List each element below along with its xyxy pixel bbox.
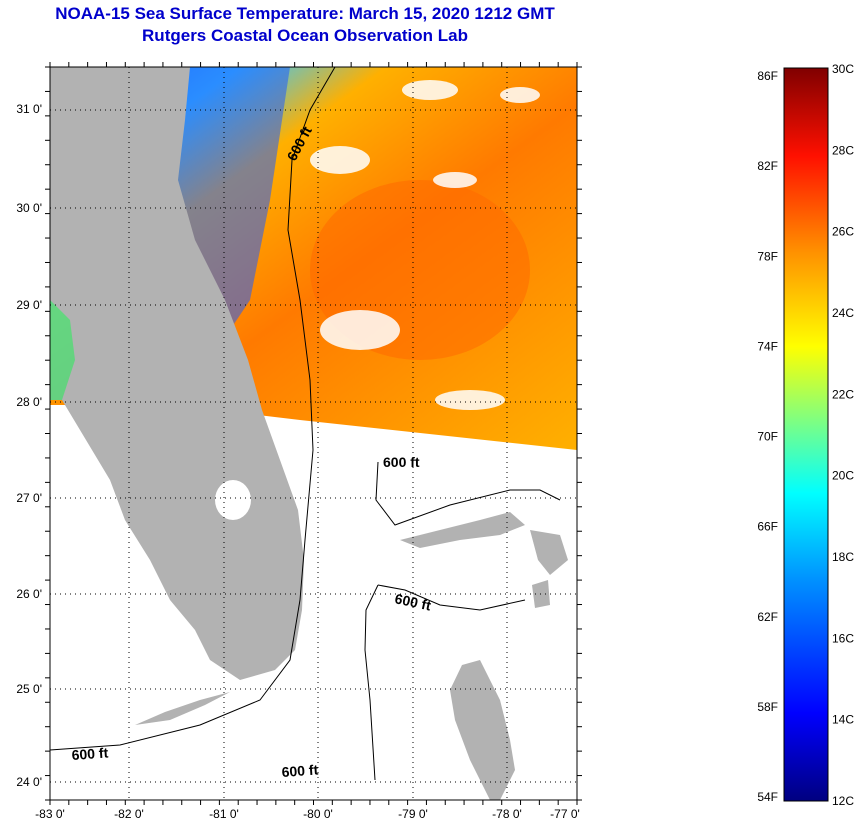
colorbar-f-label: 54F [757, 790, 778, 804]
cloud-cover [310, 80, 540, 410]
lat-label: 27 0' [16, 491, 42, 505]
lon-label: -78 0' [492, 807, 522, 821]
colorbar-f-label: 58F [757, 700, 778, 714]
colorbar-c-label: 12C [832, 794, 854, 808]
colorbar-f-label: 74F [757, 339, 778, 353]
colorbar-c-label: 26C [832, 225, 854, 239]
lat-label: 31 0' [16, 102, 42, 116]
colorbar-c-label: 14C [832, 713, 854, 727]
colorbar-c-label: 16C [832, 631, 854, 645]
colorbar-f-label: 62F [757, 610, 778, 624]
lat-label: 26 0' [16, 587, 42, 601]
colorbar-f-label: 70F [757, 430, 778, 444]
grand-bahama [400, 512, 525, 548]
colorbar-c-label: 24C [832, 306, 854, 320]
colorbar-c-label: 30C [832, 62, 854, 76]
lat-label: 30 0' [16, 201, 42, 215]
colorbar-f-label: 66F [757, 520, 778, 534]
lat-label: 29 0' [16, 298, 42, 312]
lat-label: 25 0' [16, 682, 42, 696]
colorbar-c-label: 18C [832, 550, 854, 564]
colorbar [783, 67, 829, 802]
map-ticks [45, 62, 582, 805]
lon-label: -83 0' [35, 807, 65, 821]
lon-label: -80 0' [303, 807, 333, 821]
colorbar-f-label: 82F [757, 159, 778, 173]
colorbar-f-label: 86F [757, 69, 778, 83]
contour-label: 600 ft [71, 744, 109, 763]
lon-label: -77 0' [550, 807, 580, 821]
map-subtitle: Rutgers Coastal Ocean Observation Lab [142, 26, 468, 45]
map-title: NOAA-15 Sea Surface Temperature: March 1… [55, 4, 555, 23]
graticule [50, 67, 577, 800]
florida-land [50, 67, 304, 680]
colorbar-c-label: 22C [832, 387, 854, 401]
andros [450, 660, 515, 800]
colorbar-c-label: 20C [832, 469, 854, 483]
contour-label: 600 ft [383, 454, 420, 470]
lon-label: -81 0' [209, 807, 239, 821]
florida-keys [135, 692, 230, 725]
abaco [530, 530, 568, 575]
lat-label: 24 0' [16, 775, 42, 789]
lon-label: -79 0' [398, 807, 428, 821]
lat-labels: 31 0' 30 0' 29 0' 28 0' 27 0' 26 0' 25 0… [16, 102, 42, 789]
contour-label: 600 ft [393, 590, 432, 613]
lat-label: 28 0' [16, 395, 42, 409]
isobath-600ft [50, 67, 561, 781]
lake-okeechobee [215, 480, 251, 520]
colorbar-f-label: 78F [757, 249, 778, 263]
nearshore-cool-band [170, 67, 290, 330]
lon-labels: -83 0' -82 0' -81 0' -80 0' -79 0' -78 0… [35, 807, 580, 821]
colorbar-c-label: 28C [832, 143, 854, 157]
lon-label: -82 0' [114, 807, 144, 821]
contour-label: 600 ft [281, 761, 319, 780]
